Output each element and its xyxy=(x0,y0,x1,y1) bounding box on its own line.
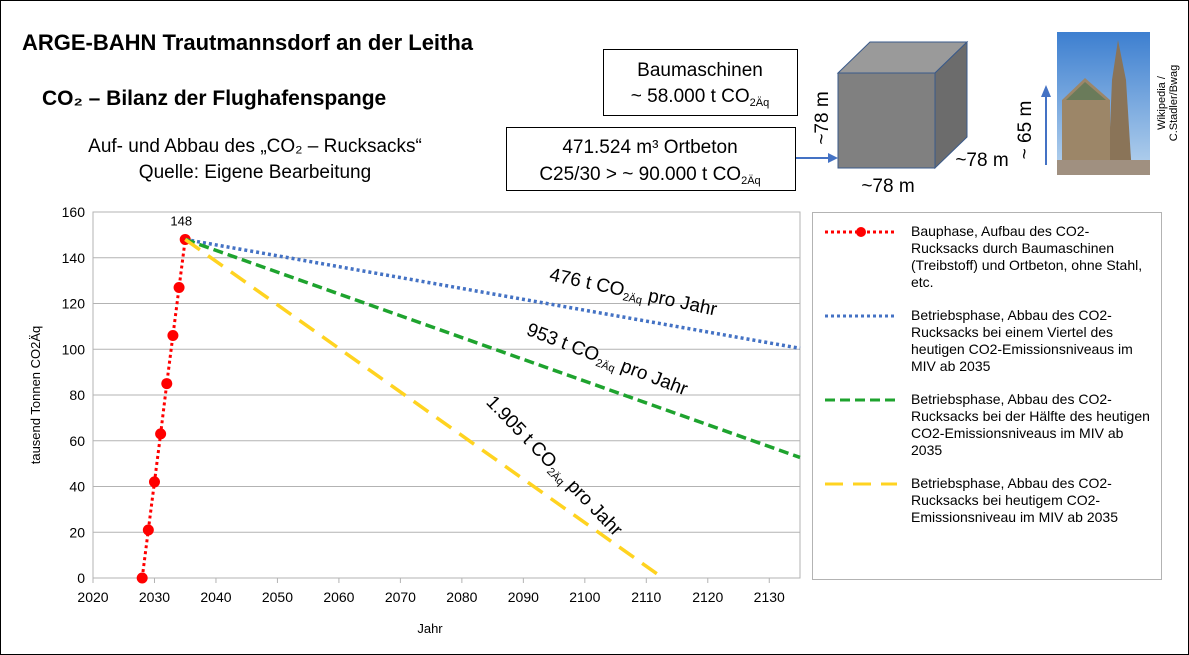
cathedral-image xyxy=(1057,32,1150,175)
annotation-part: pro Jahr xyxy=(559,472,627,541)
marker xyxy=(155,428,166,439)
legend-label: Betriebsphase, Abbau des CO2-Rucksacks b… xyxy=(911,307,1153,375)
legend-entry: Betriebsphase, Abbau des CO2-Rucksacks b… xyxy=(821,475,1153,526)
cube-front xyxy=(838,73,935,168)
box-text: ~ 58.000 t CO2Äq xyxy=(631,86,769,109)
y-tick-label: 40 xyxy=(69,479,85,495)
cube-label: ~78 m xyxy=(812,91,833,144)
tower-label: ~ 65 m xyxy=(1015,101,1036,160)
y-tick-label: 20 xyxy=(69,524,85,540)
subtitle: CO₂ – Bilanz der Flughafenspange xyxy=(42,87,386,110)
marker xyxy=(137,573,148,584)
legend-marker xyxy=(856,227,866,237)
marker xyxy=(161,378,172,389)
y-tick-label: 140 xyxy=(62,250,86,266)
marker xyxy=(167,330,178,341)
annotation: 953 t CO2Äq pro Jahr xyxy=(523,319,691,402)
subscript: 2Äq xyxy=(621,291,643,307)
annotation-part: 1.905 t CO xyxy=(482,392,561,473)
image-credit: C.Stadler/Bwag xyxy=(1168,65,1180,141)
box-text-part: 471.524 m³ Ortbeton xyxy=(562,137,737,158)
legend-swatch xyxy=(821,223,901,241)
y-tick-label: 60 xyxy=(69,433,85,449)
subscript: 2Äq xyxy=(741,175,761,187)
box-text-part: Baumaschinen xyxy=(637,60,763,81)
annotation: 476 t CO2Äq pro Jahr xyxy=(547,265,719,323)
page: ARGE-BAHN Trautmannsdorf an der Leitha C… xyxy=(0,0,1189,655)
annotation-part: 476 t CO xyxy=(548,265,627,301)
marker xyxy=(143,524,154,535)
cube-label: ~78 m xyxy=(955,150,1008,171)
marker xyxy=(174,282,185,293)
legend-swatch xyxy=(821,391,901,409)
x-tick-label: 2040 xyxy=(200,589,231,605)
y-tick-label: 120 xyxy=(62,296,86,312)
annotation-part: 953 t CO xyxy=(524,319,603,366)
x-tick-label: 2060 xyxy=(323,589,354,605)
x-tick-label: 2070 xyxy=(385,589,416,605)
box-text: C25/30 > ~ 90.000 t CO2Äq xyxy=(539,164,760,187)
x-tick-label: 2110 xyxy=(631,589,661,605)
marker xyxy=(149,476,160,487)
y-tick-label: 100 xyxy=(62,341,86,357)
data-label: 148 xyxy=(170,213,192,228)
legend-entry: Betriebsphase, Abbau des CO2-Rucksacks b… xyxy=(821,307,1153,375)
annotation: 1.905 t CO2Äq pro Jahr xyxy=(480,392,627,543)
annotation-part: pro Jahr xyxy=(641,284,719,320)
x-tick-label: 2080 xyxy=(446,589,477,605)
description: Auf- und Abbau des „CO₂ – Rucksacks“ xyxy=(88,136,422,157)
x-tick-label: 2130 xyxy=(754,589,785,605)
x-axis-label: Jahr xyxy=(417,621,443,636)
arrow-head xyxy=(1041,85,1051,97)
series-line xyxy=(185,239,800,457)
description: Quelle: Eigene Bearbeitung xyxy=(139,162,371,183)
box-text-part: C25/30 > ~ 90.000 t CO xyxy=(539,164,741,185)
subscript: 2Äq xyxy=(750,97,770,109)
legend-label: Betriebsphase, Abbau des CO2-Rucksacks b… xyxy=(911,475,1153,526)
legend-swatch xyxy=(821,307,901,325)
arrow-head xyxy=(828,153,838,163)
y-axis-label: tausend Tonnen CO2Äq xyxy=(28,326,43,465)
x-tick-label: 2100 xyxy=(569,589,600,605)
y-tick-label: 80 xyxy=(69,387,85,403)
title: ARGE-BAHN Trautmannsdorf an der Leitha xyxy=(22,30,474,55)
legend-label: Bauphase, Aufbau des CO2-Rucksacks durch… xyxy=(911,223,1153,291)
cube-label: ~78 m xyxy=(861,176,914,197)
x-tick-label: 2050 xyxy=(262,589,293,605)
x-tick-label: 2120 xyxy=(692,589,723,605)
x-tick-label: 2090 xyxy=(508,589,539,605)
legend-entry: Bauphase, Aufbau des CO2-Rucksacks durch… xyxy=(821,223,1153,291)
x-tick-label: 2020 xyxy=(77,589,108,605)
x-tick-label: 2030 xyxy=(139,589,170,605)
box-text: 471.524 m³ Ortbeton xyxy=(562,137,737,158)
box-text-part: ~ 58.000 t CO xyxy=(631,86,750,107)
y-tick-label: 0 xyxy=(77,570,85,586)
box-text: Baumaschinen xyxy=(637,60,763,81)
legend-entry: Betriebsphase, Abbau des CO2-Rucksacks b… xyxy=(821,391,1153,459)
legend-label: Betriebsphase, Abbau des CO2-Rucksacks b… xyxy=(911,391,1153,459)
series-line xyxy=(185,239,800,348)
legend-swatch xyxy=(821,475,901,493)
y-tick-label: 160 xyxy=(62,204,86,220)
legend: Bauphase, Aufbau des CO2-Rucksacks durch… xyxy=(812,212,1162,580)
image-credit: Wikipedia / xyxy=(1156,75,1168,130)
